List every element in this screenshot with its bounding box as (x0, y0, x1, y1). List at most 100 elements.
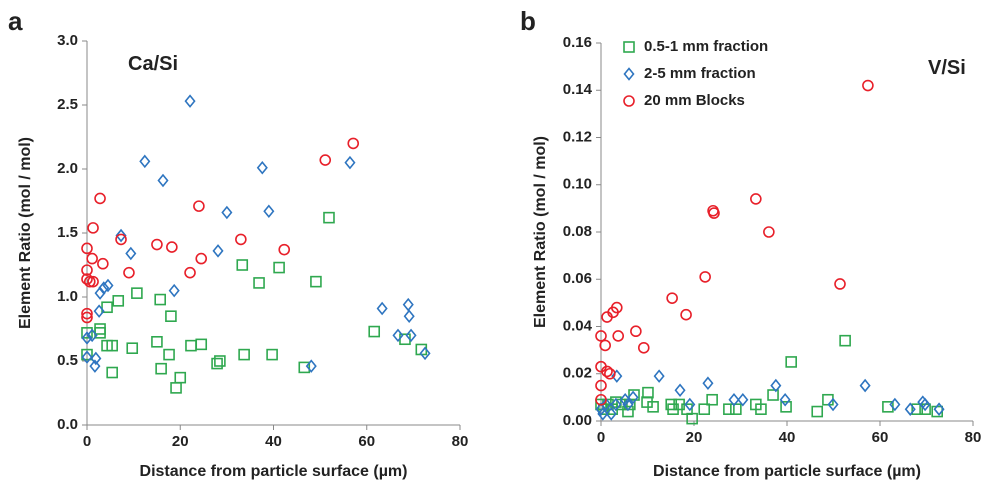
annotation: Ca/Si (128, 53, 178, 75)
marker-circle (699, 271, 711, 283)
marker-circle (235, 233, 247, 246)
marker-circle (166, 241, 178, 253)
marker-square (686, 412, 698, 425)
y-tick-label: 0.04 (563, 317, 593, 334)
marker-circle (87, 275, 99, 288)
y-tick-label: 0.10 (563, 176, 592, 193)
marker-square (81, 327, 93, 339)
panel-label: a (8, 6, 23, 36)
marker-diamond (168, 283, 180, 298)
marker-circle (604, 367, 616, 380)
marker-diamond (610, 397, 622, 412)
marker-circle (666, 292, 678, 304)
marker-diamond (344, 155, 356, 170)
marker-circle (278, 243, 291, 256)
marker-diamond (263, 204, 275, 219)
y-axis-title: Element Ratio (mol / mol) (17, 137, 34, 329)
x-tick-label: 20 (686, 429, 703, 446)
marker-circle (750, 193, 762, 205)
legend-label: 2-5 mm fraction (644, 65, 756, 82)
y-tick-label: 0.06 (563, 270, 592, 287)
x-tick-label: 40 (265, 433, 282, 450)
marker-diamond (597, 407, 609, 421)
marker-circle (319, 154, 332, 166)
marker-square (642, 386, 654, 399)
marker-square (131, 287, 143, 299)
marker-square (706, 393, 718, 406)
marker-circle (115, 233, 127, 246)
marker-diamond (94, 286, 106, 300)
marker-diamond (827, 397, 839, 412)
marker-diamond (737, 392, 749, 407)
marker-circle (86, 252, 98, 265)
x-tick-label: 60 (872, 429, 889, 446)
marker-diamond (919, 397, 931, 412)
marker-circle (630, 325, 642, 338)
marker-square (101, 301, 113, 314)
marker-diamond (403, 309, 415, 323)
marker-diamond (98, 281, 110, 295)
marker-diamond (86, 328, 98, 343)
marker-square (767, 389, 779, 401)
marker-diamond (305, 359, 317, 373)
marker-diamond (627, 390, 639, 405)
y-tick-label: 3.0 (57, 32, 78, 49)
marker-diamond (376, 301, 388, 316)
marker-diamond (779, 392, 791, 407)
marker-diamond (157, 173, 169, 188)
marker-diamond (184, 94, 196, 108)
annotation: V/Si (928, 57, 966, 79)
marker-circle (81, 242, 93, 255)
marker-square (163, 348, 175, 361)
marker-square (266, 348, 278, 361)
y-tick-label: 0.02 (563, 365, 592, 382)
panel-label: b (520, 6, 536, 36)
marker-square (730, 403, 742, 415)
marker-square (610, 396, 622, 408)
marker-circle (193, 200, 205, 212)
marker-diamond (81, 350, 93, 364)
marker-square (811, 405, 824, 418)
marker-circle (347, 137, 360, 150)
y-tick-label: 0.08 (563, 223, 592, 240)
marker-diamond (770, 378, 782, 393)
marker-diamond (392, 328, 404, 343)
marker-diamond (402, 297, 414, 312)
x-tick-label: 40 (779, 429, 796, 446)
marker-circle (81, 307, 93, 320)
y-tick-label: 0.12 (563, 128, 592, 145)
y-tick-label: 0.16 (563, 34, 592, 51)
marker-square (698, 403, 711, 415)
marker-square (723, 403, 735, 415)
x-tick-label: 0 (597, 429, 605, 446)
marker-diamond (889, 397, 901, 412)
marker-circle (184, 266, 196, 279)
marker-circle (595, 393, 607, 406)
marker-square (310, 275, 322, 288)
marker-diamond (89, 359, 101, 373)
marker-square (238, 348, 250, 361)
marker-circle (599, 339, 611, 352)
y-tick-label: 0.14 (563, 81, 593, 98)
marker-diamond (419, 346, 431, 361)
marker-square (628, 389, 640, 401)
marker-square (165, 310, 177, 323)
marker-square (94, 323, 106, 335)
marker-circle (87, 222, 99, 234)
marker-diamond (93, 304, 105, 318)
marker-diamond (90, 351, 102, 366)
marker-circle (94, 192, 106, 205)
marker-circle (763, 226, 775, 238)
marker-diamond (653, 369, 665, 383)
marker-square (195, 338, 208, 351)
marker-square (170, 382, 182, 394)
marker-square (112, 295, 125, 307)
marker-square (174, 371, 187, 384)
marker-square (780, 401, 792, 413)
marker-diamond (674, 383, 686, 398)
y-tick-label: 2.5 (57, 96, 78, 113)
marker-circle (601, 365, 613, 378)
marker-square (211, 357, 223, 370)
marker-diamond (622, 397, 634, 412)
